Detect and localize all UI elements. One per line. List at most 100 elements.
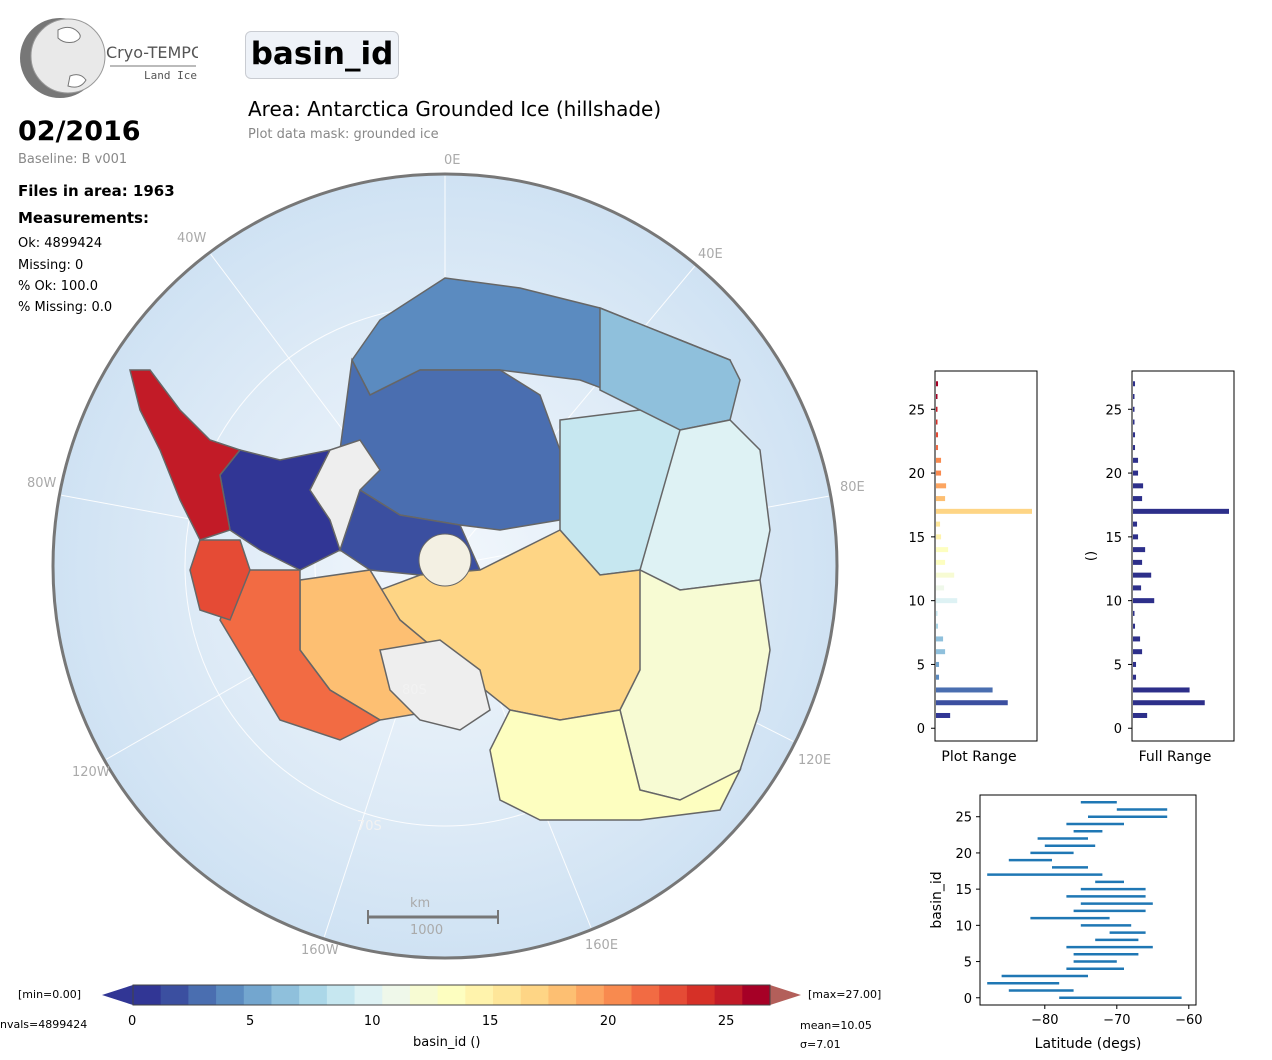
histogram-ytick: 15 xyxy=(1105,531,1122,546)
meridian-label-0e: 0E xyxy=(444,153,461,168)
histogram-bar xyxy=(936,470,942,476)
histogram-bar xyxy=(1133,394,1135,400)
histogram-bar xyxy=(1133,445,1136,451)
date-label: 02/2016 xyxy=(18,116,141,147)
latitude-ytick: 25 xyxy=(955,811,972,826)
colorbar-cell xyxy=(493,985,522,1005)
stat-ok: Ok: 4899424 xyxy=(18,236,103,251)
colorbar-extend-max xyxy=(770,985,801,1005)
histogram-bar xyxy=(1133,598,1155,604)
meridian-label-40e: 40E xyxy=(698,247,723,262)
histogram-bar xyxy=(1133,585,1142,591)
colorbar-tick-25: 25 xyxy=(717,1014,735,1029)
scalebar-value: 1000 xyxy=(410,923,444,938)
colorbar-label: basin_id () xyxy=(413,1035,481,1050)
latitude-plot-xlabel: Latitude (degs) xyxy=(1035,1036,1142,1052)
files-count: Files in area: 1963 xyxy=(18,182,175,200)
pole-hole xyxy=(418,533,472,587)
histogram-bar xyxy=(936,496,946,502)
colorbar-cell xyxy=(742,985,771,1005)
stat-percent-missing: % Missing: 0.0 xyxy=(18,300,113,315)
histogram-bar xyxy=(1133,636,1141,642)
histogram-bar xyxy=(1133,610,1135,616)
histogram-bar xyxy=(1133,559,1143,565)
histogram-bar xyxy=(1133,381,1136,387)
histogram-bar xyxy=(1133,572,1152,578)
histogram-bar xyxy=(936,521,941,527)
histogram-ytick: 0 xyxy=(917,722,925,737)
histogram-bar xyxy=(936,623,939,629)
meridian-label-160e: 160E xyxy=(585,938,619,953)
latitude-ytick: 15 xyxy=(955,883,972,898)
histogram-bar xyxy=(936,572,955,578)
colorbar-tick-5: 5 xyxy=(245,1014,255,1029)
colorbar-cell xyxy=(299,985,328,1005)
histogram-bar xyxy=(936,700,1008,706)
histogram-bar xyxy=(936,534,942,540)
histogram-bar xyxy=(1133,508,1229,514)
meridian-label-40w: 40W xyxy=(177,231,207,246)
latitude-xtick: −70 xyxy=(1103,1013,1130,1028)
stat-percent-ok: % Ok: 100.0 xyxy=(18,279,98,294)
hist-plot-range-label: Plot Range xyxy=(941,749,1016,765)
histogram-ytick: 10 xyxy=(908,595,925,610)
colorbar-cell xyxy=(437,985,466,1005)
histogram-bar xyxy=(936,445,939,451)
colorbar-cell xyxy=(326,985,356,1005)
colorbar-cell xyxy=(659,985,688,1005)
histogram-ytick: 5 xyxy=(1114,658,1122,673)
colorbar-cell xyxy=(631,985,660,1005)
colorbar-cell xyxy=(409,985,439,1005)
histogram-bar xyxy=(936,483,947,489)
basins xyxy=(129,277,771,821)
colorbar-cell xyxy=(216,985,245,1005)
latitude-range-plot: −80 −70 −60 0 5 10 15 20 25 basin_id Latitude (d… xyxy=(929,794,1203,1052)
colorbar-cell xyxy=(520,985,549,1005)
colorbar-cell xyxy=(603,985,633,1005)
colorbar-cell xyxy=(686,985,716,1005)
histogram-bar xyxy=(936,508,1032,514)
area-title: Area: Antarctica Grounded Ice (hillshade… xyxy=(248,97,662,121)
histogram-bar xyxy=(936,432,939,438)
histogram-bar xyxy=(1133,700,1205,706)
colorbar-cell xyxy=(133,985,162,1005)
histogram-ytick: 10 xyxy=(1105,595,1122,610)
colorbar xyxy=(102,984,801,1006)
histogram-bar xyxy=(1133,483,1144,489)
logo-subtitle: Land Ice xyxy=(144,69,197,82)
histogram-bar xyxy=(1133,457,1139,463)
colorbar-cell xyxy=(271,985,300,1005)
histogram-ytick: 25 xyxy=(1105,403,1122,418)
variable-title: basin_id xyxy=(245,31,399,79)
histogram-bar xyxy=(936,547,949,553)
colorbar-cell xyxy=(188,985,217,1005)
hist-plot-range: 0 5 10 15 20 25 Plot Range xyxy=(908,370,1038,765)
measurements-heading: Measurements: xyxy=(18,209,149,227)
meridian-label-120e: 120E xyxy=(798,753,832,768)
latitude-ytick: 0 xyxy=(964,992,972,1007)
meridian-label-120w: 120W xyxy=(72,765,110,780)
hist-full-range-ylabel: () xyxy=(1084,551,1099,561)
colorbar-tick-15: 15 xyxy=(481,1014,499,1029)
histogram-bar xyxy=(936,585,945,591)
histogram-bar xyxy=(936,559,946,565)
colorbar-cell xyxy=(465,985,494,1005)
latitude-ytick: 5 xyxy=(964,956,972,971)
histogram-bar xyxy=(936,610,938,616)
histogram-bar xyxy=(1133,534,1139,540)
colorbar-tick-20: 20 xyxy=(599,1014,617,1029)
colorbar-cell xyxy=(243,985,272,1005)
meridian-label-160w: 160W xyxy=(301,943,339,958)
latitude-plot-ylabel: basin_id xyxy=(929,871,945,928)
colorbar-tick-0: 0 xyxy=(128,1014,137,1029)
histogram-bar xyxy=(936,636,944,642)
colorbar-sigma: σ=7.01 xyxy=(800,1038,841,1051)
histogram-bar xyxy=(1133,547,1146,553)
histogram-bar xyxy=(936,419,938,425)
hist-full-range: 0 5 10 15 20 25 () Full Range xyxy=(1084,370,1235,765)
antarctica-map xyxy=(51,172,839,960)
cryo-tempo-logo: Cryo-TEMPO Land Ice xyxy=(20,18,198,98)
histogram-ytick: 20 xyxy=(1105,467,1122,482)
histogram-bar xyxy=(936,457,942,463)
histogram-bar xyxy=(1133,432,1136,438)
